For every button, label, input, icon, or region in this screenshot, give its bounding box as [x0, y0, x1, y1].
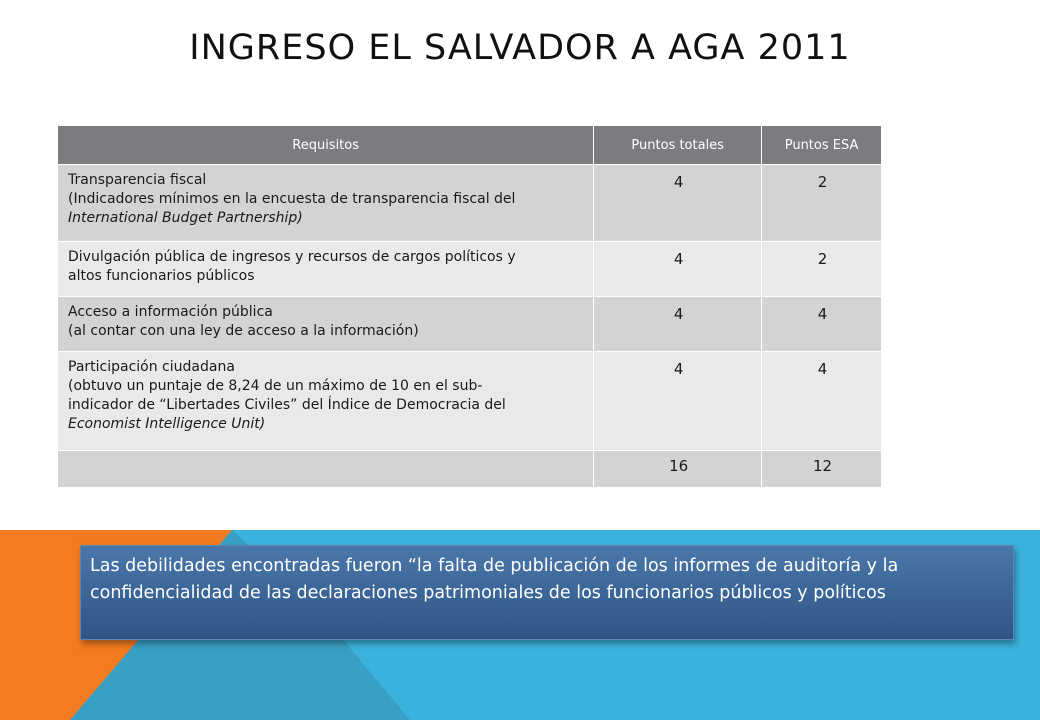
requirement-line: Economist Intelligence Unit) — [68, 416, 266, 432]
totals-label-cell — [56, 450, 595, 488]
header-puntos-esa: Puntos ESA — [761, 125, 882, 165]
requirement-line: Acceso a información pública — [68, 304, 273, 320]
points-total-cell: 4 — [593, 241, 763, 297]
points-total-sum: 16 — [593, 450, 763, 488]
requirement-line: altos funcionarios públicos — [68, 268, 255, 284]
requirement-line: (Indicadores mínimos en la encuesta de t… — [68, 191, 516, 207]
requirement-line: (al contar con una ley de acceso a la in… — [68, 323, 419, 339]
points-esa-cell: 2 — [761, 164, 882, 242]
requirement-line: Participación ciudadana — [68, 359, 235, 375]
points-total-cell: 4 — [593, 351, 763, 451]
requirement-cell: Divulgación pública de ingresos y recurs… — [56, 241, 595, 297]
points-esa-cell: 4 — [761, 351, 882, 451]
table-row: Transparencia fiscal (Indicadores mínimo… — [56, 164, 882, 242]
points-total-cell: 4 — [593, 296, 763, 352]
table-row: Participación ciudadana (obtuvo un punta… — [56, 351, 882, 451]
requirement-cell: Participación ciudadana (obtuvo un punta… — [56, 351, 595, 451]
points-esa-cell: 4 — [761, 296, 882, 352]
totals-row: 16 12 — [56, 450, 882, 488]
requirement-line: (obtuvo un puntaje de 8,24 de un máximo … — [68, 378, 483, 394]
slide-title: INGRESO EL SALVADOR A AGA 2011 — [189, 28, 851, 68]
header-puntos-totales: Puntos totales — [593, 125, 763, 165]
findings-callout: Las debilidades encontradas fueron “la f… — [80, 545, 1014, 640]
requirement-line: Transparencia fiscal — [68, 172, 207, 188]
requirement-line: indicador de “Libertades Civiles” del Ín… — [68, 397, 506, 413]
points-esa-sum: 12 — [761, 450, 882, 488]
requirement-line: International Budget Partnership) — [68, 210, 303, 226]
requirement-cell: Transparencia fiscal (Indicadores mínimo… — [56, 164, 595, 242]
points-total-cell: 4 — [593, 164, 763, 242]
table-row: Divulgación pública de ingresos y recurs… — [56, 241, 882, 297]
header-requisitos: Requisitos — [56, 125, 595, 165]
requirement-line: Divulgación pública de ingresos y recurs… — [68, 249, 516, 265]
points-esa-cell: 2 — [761, 241, 882, 297]
table-header-row: Requisitos Puntos totales Puntos ESA — [56, 125, 882, 165]
requirements-table: Requisitos Puntos totales Puntos ESA Tra… — [56, 125, 882, 488]
